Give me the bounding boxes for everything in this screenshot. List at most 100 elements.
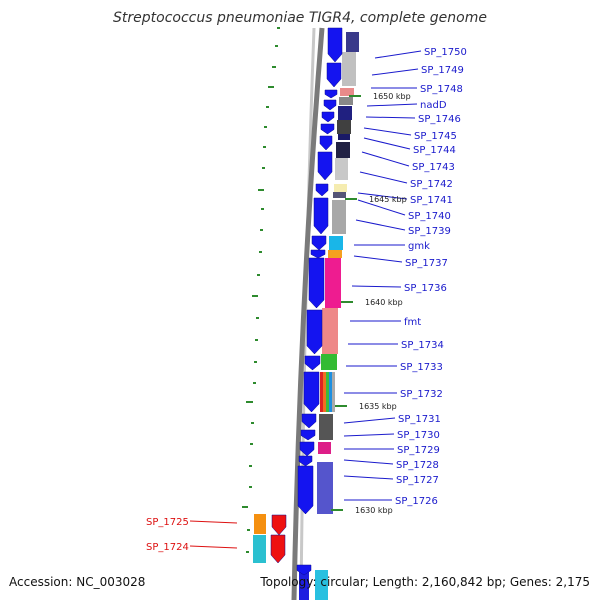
cog-block — [326, 372, 329, 412]
leader-line — [343, 433, 395, 437]
gene-arrow — [320, 123, 335, 135]
gene-label-sp_1749: SP_1749 — [421, 65, 464, 76]
cog-block — [319, 414, 333, 440]
gene-arrow — [311, 235, 327, 251]
cog-block — [346, 32, 359, 52]
cog-block — [322, 308, 338, 354]
gene-arrow — [299, 441, 315, 457]
gene-label-gmk: gmk — [408, 241, 430, 252]
gene-labels: SP_1750 SP_1749 SP_1748 nadD SP_1746 SP_1745 S… — [146, 47, 467, 553]
cog-block — [317, 462, 333, 514]
gene-label-sp_1740: SP_1740 — [408, 211, 451, 222]
leader-line — [355, 219, 406, 231]
leader-line — [374, 50, 422, 59]
gene-label-sp_1729: SP_1729 — [397, 445, 440, 456]
gene-arrow — [313, 197, 329, 235]
gene-arrow — [310, 249, 326, 259]
gene-arrow — [303, 371, 320, 413]
leader-line — [351, 285, 402, 288]
cog-block — [337, 120, 351, 134]
gene-label-sp_1734: SP_1734 — [401, 340, 444, 351]
gene-label-nadd: nadD — [420, 100, 447, 111]
genome-summary: Topology: circular; Length: 2,160,842 bp… — [260, 575, 590, 589]
leader-line — [359, 171, 408, 184]
gene-arrow — [308, 257, 325, 309]
red-gene-arrow — [271, 514, 287, 536]
leader-line — [363, 137, 411, 150]
map-title: Streptococcus pneumoniae TIGR4, complete… — [113, 10, 487, 26]
gene-label-sp_1743: SP_1743 — [412, 162, 455, 173]
gene-label-sp_1748: SP_1748 — [420, 84, 463, 95]
cog-block — [329, 236, 343, 250]
gene-arrow — [323, 99, 337, 111]
gene-label-sp_1732: SP_1732 — [400, 389, 443, 400]
gene-label-sp_1746: SP_1746 — [418, 114, 461, 125]
leader-line — [343, 475, 394, 480]
position-tick-label: 1630 kbp — [355, 506, 393, 515]
cog-block — [323, 372, 326, 412]
cog-block — [332, 200, 346, 234]
cog-block — [318, 442, 331, 454]
position-tick-label: 1635 kbp — [359, 402, 397, 411]
genome-backbone — [291, 27, 325, 600]
gene-arrow — [306, 309, 323, 355]
gene-label-sp_1744: SP_1744 — [413, 145, 456, 156]
cog-block — [334, 184, 347, 192]
leader-line — [357, 192, 408, 200]
cog-block — [336, 142, 350, 158]
gene-arrow — [324, 89, 338, 99]
leader-line — [363, 127, 412, 136]
gene-arrow-track — [270, 27, 343, 576]
gene-arrow — [301, 413, 317, 429]
gene-label-sp_1725: SP_1725 — [146, 517, 189, 528]
gene-label-sp_1733: SP_1733 — [400, 362, 443, 373]
cog-block — [254, 514, 266, 534]
gene-label-sp_1745: SP_1745 — [414, 131, 457, 142]
cog-block — [333, 192, 346, 198]
gene-arrow — [319, 135, 333, 151]
cog-block — [320, 372, 323, 412]
gene-label-sp_1726: SP_1726 — [395, 496, 438, 507]
cog-block — [321, 354, 337, 370]
gene-label-sp_1750: SP_1750 — [424, 47, 467, 58]
red-gene-arrow — [270, 534, 286, 564]
position-tick-label: 1645 kbp — [369, 195, 407, 204]
cog-block — [342, 52, 356, 86]
cog-block — [340, 88, 354, 96]
label-leader-lines — [189, 50, 422, 549]
gene-arrow — [327, 27, 343, 63]
gene-label-sp_1728: SP_1728 — [396, 460, 439, 471]
gene-label-sp_1736: SP_1736 — [404, 283, 447, 294]
accession-label: Accession: NC_003028 — [9, 575, 146, 589]
position-tick-label: 1650 kbp — [373, 92, 411, 101]
cog-block — [325, 258, 341, 308]
gene-arrow — [321, 111, 335, 123]
cog-block — [335, 158, 348, 180]
gene-arrow — [315, 183, 329, 197]
leader-line — [189, 545, 238, 549]
leader-line — [371, 68, 419, 76]
cog-block — [329, 372, 332, 412]
gene-arrow — [298, 455, 313, 467]
gene-label-sp_1730: SP_1730 — [397, 430, 440, 441]
leader-line — [189, 520, 238, 524]
gene-label-sp_1739: SP_1739 — [408, 226, 451, 237]
cog-block — [299, 570, 309, 600]
gene-arrow — [296, 564, 312, 576]
position-tick-label: 1640 kbp — [365, 298, 403, 307]
leader-line — [353, 255, 403, 263]
leader-line — [343, 459, 394, 465]
gene-label-fmt: fmt — [404, 317, 421, 328]
leader-line — [357, 199, 406, 216]
gc-content-ticks — [242, 27, 280, 553]
gene-arrow — [326, 62, 342, 88]
cog-color-track — [253, 32, 359, 600]
gene-label-sp_1724: SP_1724 — [146, 542, 189, 553]
gene-arrow — [304, 355, 321, 371]
gene-label-sp_1737: SP_1737 — [405, 258, 448, 269]
leader-line — [365, 116, 416, 119]
gene-label-sp_1741: SP_1741 — [410, 195, 453, 206]
cog-block — [328, 250, 342, 258]
gene-label-sp_1742: SP_1742 — [410, 179, 453, 190]
